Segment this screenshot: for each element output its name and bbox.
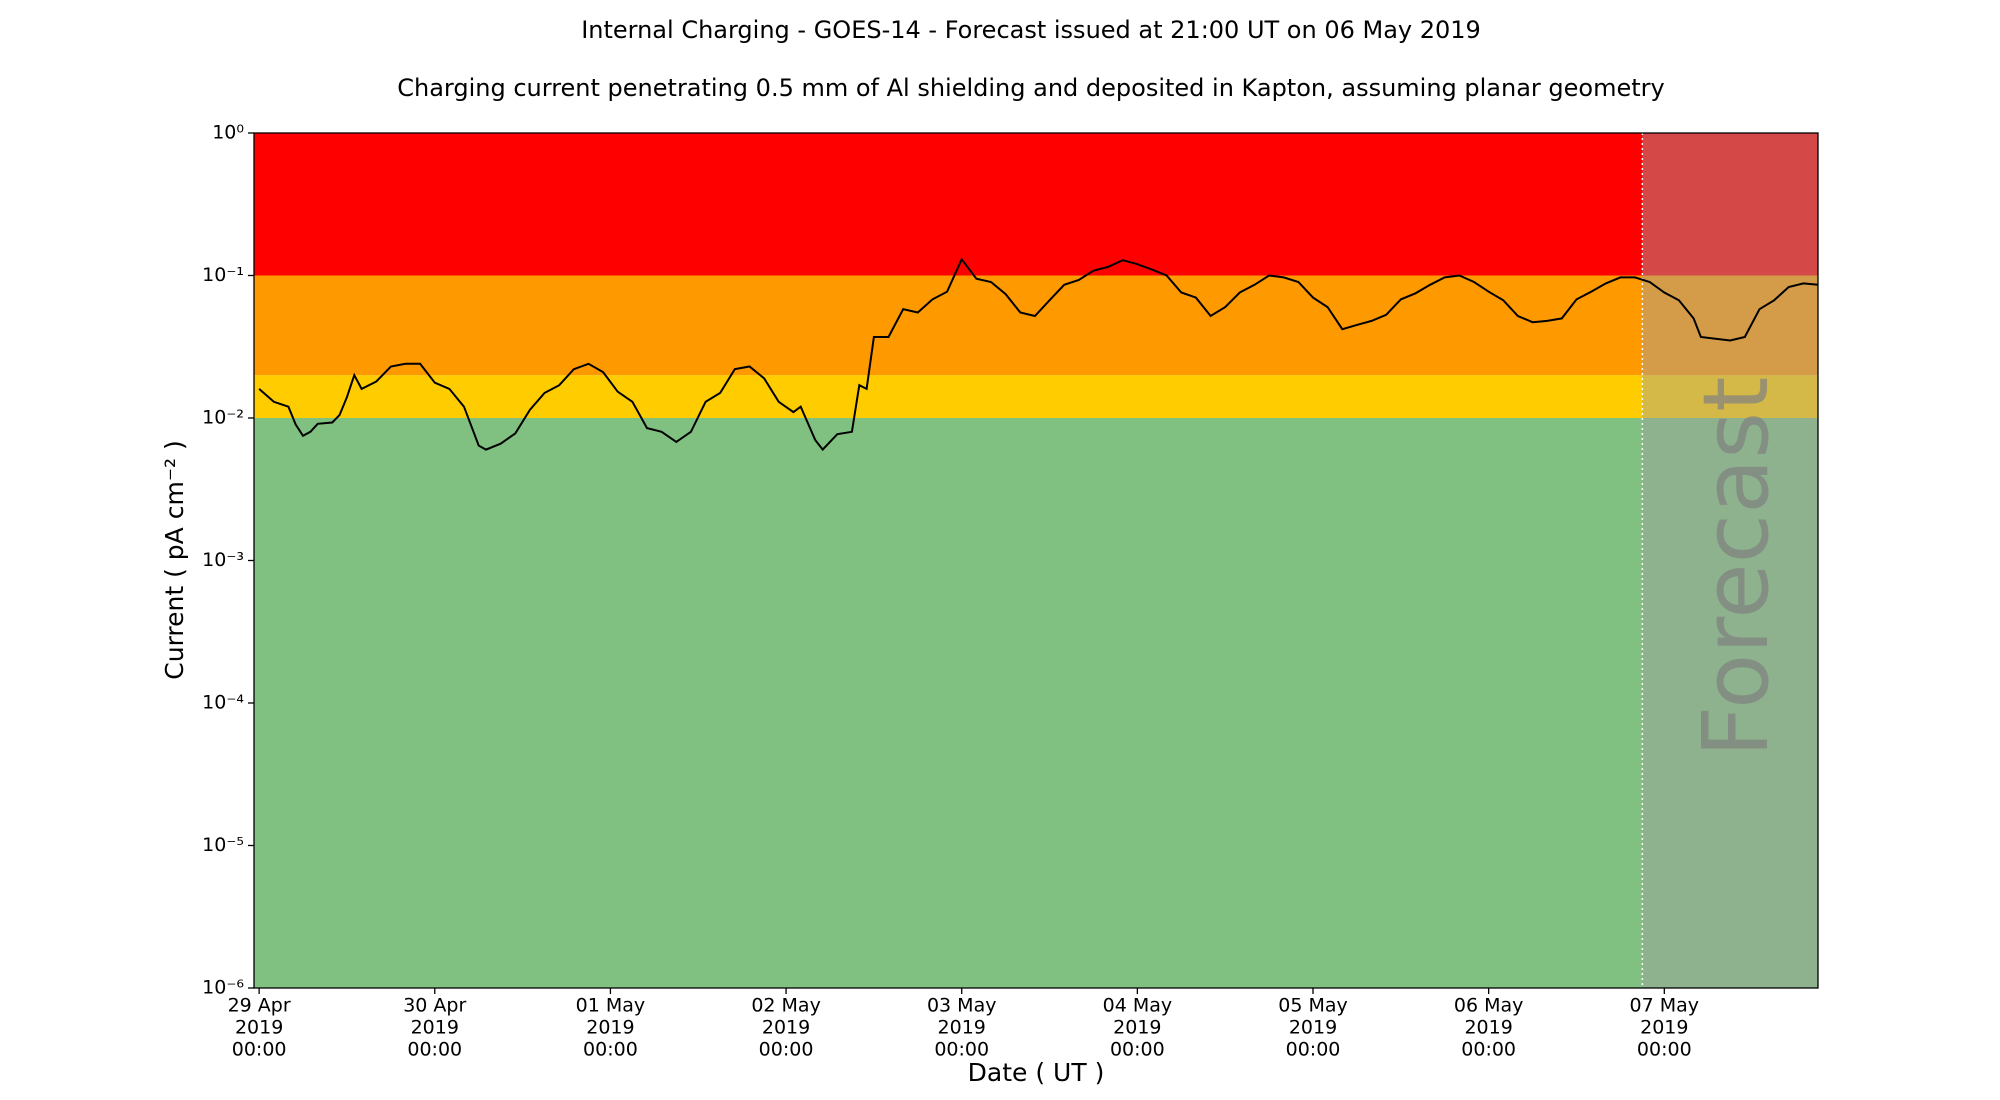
x-tick-label: 2019 [1464,1017,1512,1039]
threshold-band [254,275,1818,376]
x-tick-label: 00:00 [407,1039,462,1061]
x-tick-label: 00:00 [934,1039,989,1061]
current-line [258,257,1819,452]
x-axis-label: Date ( UT ) [968,1058,1105,1087]
forecast-shade [1642,133,1818,988]
chart-title: Internal Charging - GOES-14 - Forecast i… [581,16,1481,44]
y-tick-label: 10⁻¹ [202,264,244,286]
y-tick-label: 10⁻³ [202,549,244,571]
x-tick-label: 00:00 [1286,1039,1341,1061]
x-tick-label: 03 May [927,995,997,1017]
forecast-label: Forecast [1684,377,1789,758]
chart-subtitle: Charging current penetrating 0.5 mm of A… [397,74,1665,102]
y-tick-label: 10⁻⁶ [202,977,244,999]
x-tick-label: 02 May [751,995,821,1017]
x-tick-label: 00:00 [759,1039,814,1061]
threshold-band [254,418,1818,988]
y-tick-label: 10⁻⁴ [202,692,244,714]
x-tick-label: 04 May [1103,995,1173,1017]
y-tick-label: 10⁻² [202,407,244,429]
x-tick-label: 06 May [1454,995,1524,1017]
x-tick-label: 05 May [1278,995,1348,1017]
x-tick-label: 01 May [576,995,646,1017]
x-tick-label: 2019 [762,1017,810,1039]
x-tick-label: 2019 [1289,1017,1337,1039]
threshold-band [254,375,1818,418]
y-tick-label: 10⁰ [212,122,244,144]
x-tick-label: 2019 [235,1017,283,1039]
x-tick-label: 2019 [938,1017,986,1039]
x-tick-label: 00:00 [1461,1039,1516,1061]
x-tick-label: 07 May [1630,995,1700,1017]
x-tick-label: 29 Apr [228,995,291,1017]
x-tick-label: 30 Apr [403,995,466,1017]
x-tick-label: 00:00 [583,1039,638,1061]
x-tick-label: 2019 [1113,1017,1161,1039]
x-tick-label: 2019 [586,1017,634,1039]
x-tick-label: 00:00 [232,1039,287,1061]
x-tick-label: 2019 [411,1017,459,1039]
x-tick-label: 00:00 [1110,1039,1165,1061]
x-tick-label: 00:00 [1637,1039,1692,1061]
y-tick-label: 10⁻⁵ [202,834,244,856]
x-tick-label: 2019 [1640,1017,1688,1039]
y-axis-label: Current ( pA cm⁻² ) [160,440,189,679]
threshold-band [254,133,1818,276]
